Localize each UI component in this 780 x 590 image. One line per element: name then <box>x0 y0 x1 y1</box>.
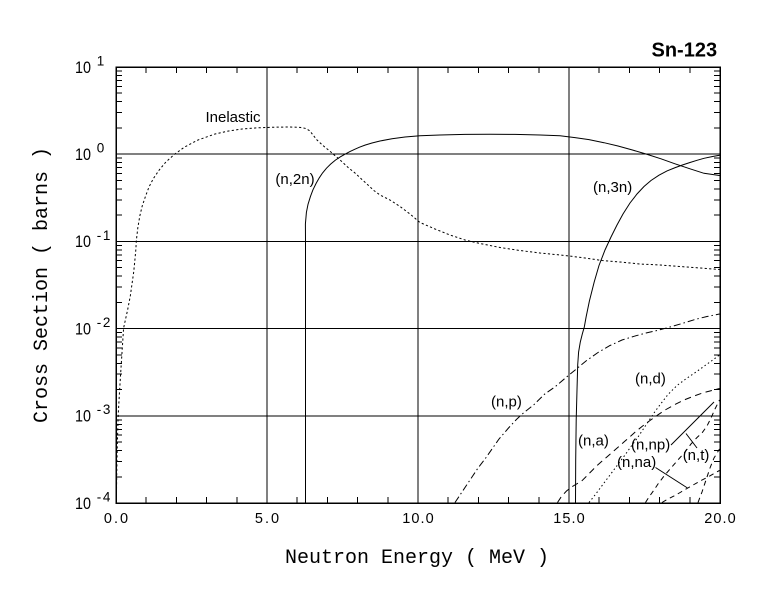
svg-text:-4: -4 <box>97 489 111 504</box>
svg-text:Sn-123: Sn-123 <box>652 40 718 62</box>
svg-text:Neutron Energy ( MeV ): Neutron Energy ( MeV ) <box>285 547 549 570</box>
svg-text:(n,na): (n,na) <box>617 454 656 471</box>
svg-text:(n,np): (n,np) <box>631 437 670 454</box>
svg-text:1: 1 <box>97 53 105 68</box>
svg-text:10: 10 <box>75 58 91 77</box>
svg-text:(n,3n): (n,3n) <box>593 179 632 196</box>
svg-text:(n,t): (n,t) <box>683 447 710 464</box>
svg-text:10: 10 <box>75 407 91 426</box>
svg-text:Inelastic: Inelastic <box>206 109 262 126</box>
svg-text:10: 10 <box>75 232 91 251</box>
svg-text:Cross Section ( barns ): Cross Section ( barns ) <box>31 147 54 423</box>
svg-text:20.0: 20.0 <box>704 511 735 527</box>
svg-text:0: 0 <box>97 141 105 156</box>
svg-text:(n,d): (n,d) <box>635 371 666 388</box>
svg-text:0.0: 0.0 <box>104 511 128 527</box>
svg-text:10.0: 10.0 <box>402 511 433 527</box>
svg-text:5.0: 5.0 <box>255 511 279 527</box>
svg-text:10: 10 <box>75 494 91 513</box>
svg-text:(n,2n): (n,2n) <box>275 171 314 188</box>
svg-text:-2: -2 <box>97 315 111 330</box>
svg-text:(n,p): (n,p) <box>491 393 522 410</box>
svg-text:15.0: 15.0 <box>553 511 584 527</box>
svg-text:-3: -3 <box>97 402 111 417</box>
svg-text:10: 10 <box>75 319 91 338</box>
svg-text:-1: -1 <box>97 228 111 243</box>
svg-text:10: 10 <box>75 145 91 164</box>
svg-text:(n,a): (n,a) <box>578 433 609 450</box>
